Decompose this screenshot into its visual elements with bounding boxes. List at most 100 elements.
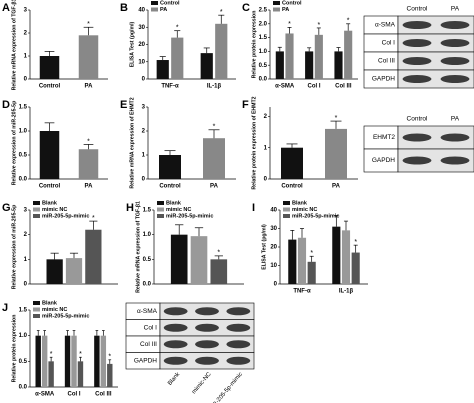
x-tick-label: PA: [210, 184, 219, 190]
legend-swatch: [33, 307, 40, 312]
blot-band: [226, 323, 251, 332]
legend-swatch: [33, 207, 40, 212]
y-tick-label: 0.5: [19, 153, 28, 159]
legend-swatch: [33, 214, 40, 218]
bar: [78, 35, 99, 79]
legend-swatch: [157, 207, 164, 212]
y-tick-label: 3: [142, 105, 146, 111]
legend-label: mimic NC: [42, 207, 67, 213]
y-tick-label: 0: [274, 282, 278, 288]
bar: [39, 131, 60, 179]
legend-swatch: [151, 1, 158, 5]
bar: [107, 363, 113, 387]
blot-row-label: α-SMA: [375, 22, 396, 29]
y-tick-label: 10: [270, 263, 277, 269]
legend-label: Control: [282, 0, 302, 6]
blot-band: [402, 57, 432, 65]
significance-star: *: [288, 21, 291, 28]
legend-label: Blank: [42, 300, 58, 306]
blot-row-label: GAPDH: [372, 76, 395, 83]
legend-label: miR-205-5p-mimic: [42, 313, 89, 319]
panel-letter: D: [2, 99, 10, 111]
legend-label: PA: [160, 7, 167, 13]
x-tick-label: Control: [39, 184, 61, 190]
y-tick-label: 1: [24, 54, 28, 60]
y-tick-label: 1.0: [19, 333, 28, 339]
legend-label: Blank: [42, 200, 58, 206]
y-axis-label: ELISA Test (pg/ml): [129, 21, 135, 67]
blot-band: [226, 340, 251, 349]
blot-band: [402, 156, 432, 165]
blot-band: [440, 39, 470, 47]
legend-label: mimic NC: [166, 207, 191, 213]
y-axis-label: Relative protein expression: [251, 11, 257, 79]
legend-label: Control: [160, 0, 180, 6]
bar: [41, 335, 48, 387]
blot-row-label: GAPDH: [134, 357, 157, 364]
y-axis-label: ELISA Test (pg/ml): [261, 224, 267, 270]
y-tick-label: 10: [138, 59, 145, 65]
y-tick-label: 2.0: [259, 21, 268, 27]
y-tick-label: 1.0: [143, 232, 152, 238]
panel-letter: H: [126, 202, 134, 214]
x-tick-label: Col I: [308, 84, 321, 90]
legend-label: PA: [282, 7, 289, 13]
bar: [203, 138, 225, 179]
y-tick-label: 0: [142, 77, 146, 83]
blot-column-label: Blank: [167, 371, 182, 387]
y-tick-label: 0.0: [19, 177, 28, 183]
legend-swatch: [157, 201, 164, 205]
legend-swatch: [273, 1, 280, 5]
significance-star: *: [217, 250, 220, 257]
x-tick-label: TNF-α: [161, 84, 179, 90]
blot-band: [163, 307, 188, 316]
x-tick-label: Control: [281, 184, 303, 190]
legend-label: Blank: [166, 200, 182, 206]
blot-row-label: GAPDH: [372, 157, 395, 164]
y-tick-label: 0.0: [259, 77, 268, 83]
significance-star: *: [317, 22, 320, 29]
y-tick-label: 3: [24, 8, 28, 14]
y-tick-label: 1.5: [19, 105, 28, 111]
panel-letter: F: [242, 99, 249, 111]
y-tick-label: 1.0: [259, 49, 268, 55]
x-tick-label: PA: [85, 184, 94, 190]
y-tick-label: 1: [264, 145, 268, 151]
legend-swatch: [283, 201, 290, 205]
legend-swatch: [33, 314, 40, 318]
x-tick-label: PA: [332, 184, 341, 190]
bar: [200, 53, 213, 79]
significance-star: *: [213, 124, 216, 131]
bar: [64, 335, 71, 387]
blot-band: [163, 323, 188, 332]
y-tick-label: 3: [24, 208, 28, 214]
blot-band: [402, 75, 432, 83]
blot-row-label: Col I: [382, 40, 396, 47]
legend-label: mimic NC: [292, 207, 317, 213]
significance-star: *: [354, 239, 357, 246]
legend-label: mimic NC: [42, 307, 67, 313]
significance-star: *: [335, 115, 338, 122]
blot-band: [195, 340, 219, 349]
bar: [170, 234, 188, 284]
y-tick-label: 1.5: [259, 35, 268, 41]
x-tick-label: Col I: [68, 392, 81, 398]
bar: [215, 23, 228, 79]
bar: [94, 335, 100, 387]
y-tick-label: 0: [264, 177, 268, 183]
panel-letter: A: [2, 2, 10, 14]
blot-row-label: EHMT2: [373, 134, 395, 141]
significance-star: *: [87, 21, 90, 28]
blot-band: [440, 75, 470, 83]
bar: [39, 56, 60, 79]
y-tick-label: 1: [142, 153, 146, 159]
panel-letter: J: [2, 302, 8, 314]
y-tick-label: 0: [24, 282, 28, 288]
y-tick-label: 0.5: [19, 359, 28, 365]
blot-band: [440, 57, 470, 65]
significance-star: *: [108, 354, 111, 361]
x-tick-label: TNF-α: [293, 289, 311, 295]
bar: [334, 51, 343, 79]
significance-star: *: [92, 215, 95, 222]
bar: [297, 237, 307, 284]
